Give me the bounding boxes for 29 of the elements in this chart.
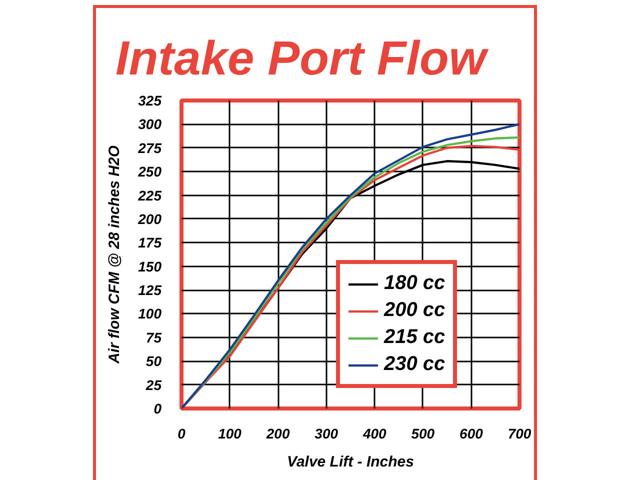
y-tick-label: 175 [138,234,162,251]
chart-title: Intake Port Flow [116,32,489,86]
y-tick-label: 325 [138,92,162,108]
x-tick-label: 500 [411,426,435,442]
y-tick-label: 50 [146,353,162,370]
legend-label: 180 cc [384,272,446,295]
y-tick-label: 250 [137,164,162,180]
y-tick-label: 300 [138,116,162,132]
y-tick-label: 225 [137,187,162,204]
legend-label: 230 cc [384,353,446,376]
x-tick-label: 700 [508,426,532,442]
y-tick-label: 25 [144,376,162,393]
y-tick-label: 150 [138,258,162,274]
x-tick-label: 0 [178,426,186,442]
y-axis-title: Air flow CFM @ 28 inches H2O [106,145,124,364]
legend-label: 200 cc [384,299,446,322]
x-tick-label: 200 [265,426,290,442]
x-tick-label: 100 [218,426,242,442]
x-tick-label: 600 [460,426,484,442]
x-tick-label: 400 [362,426,387,442]
y-tick-label: 125 [138,282,162,298]
x-axis-title: Valve Lift - Inches [287,454,414,470]
y-tick-label: 200 [137,210,162,227]
y-tick-label: 275 [137,140,162,156]
y-tick-label: 0 [154,400,162,416]
y-tick-label: 100 [138,306,162,322]
y-tick-label: 75 [146,329,162,346]
x-tick-label: 300 [314,426,338,442]
legend-label: 215 cc [384,326,446,349]
